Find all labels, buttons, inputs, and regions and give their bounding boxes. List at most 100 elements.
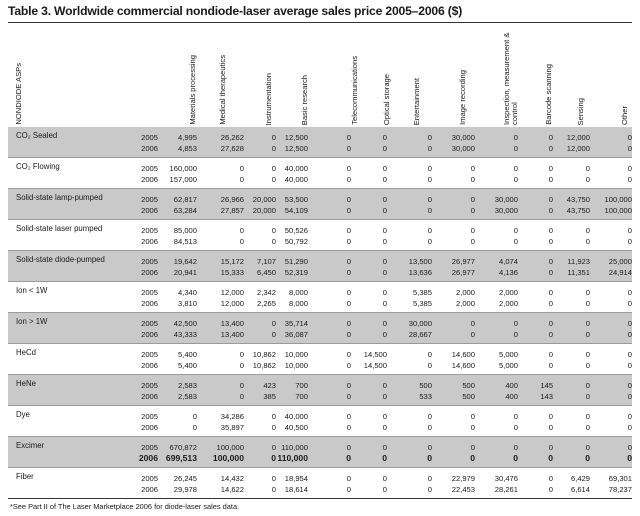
value-cell: 6,450 — [256, 268, 276, 277]
table-row: 2005 62,817 26,966 20,000 53,500 0 0 0 0 30,000 0 4… — [8, 194, 632, 205]
table-row-group: Dye 2005 0 34,286 0 40,000 0 0 0 0 0 0 0 0 2006 0 35,897… — [8, 406, 632, 437]
year-cell: 2005 — [141, 381, 158, 390]
value-cell: 0 — [548, 453, 553, 463]
table-row-group: Fiber 2005 26,245 14,432 0 18,954 0 0 0 22,979 30,… — [8, 468, 632, 499]
value-cell: 100,000 — [604, 206, 632, 215]
value-cell: 11,351 — [567, 268, 590, 277]
value-cell: 0 — [470, 237, 475, 246]
value-cell: 0 — [470, 423, 475, 432]
value-cell: 0 — [382, 237, 387, 246]
value-cell: 13,636 — [408, 268, 432, 277]
value-cell: 0 — [346, 474, 351, 483]
value-cell: 0 — [271, 423, 276, 432]
table-row-group: Ion > 1W 2005 42,500 13,400 0 35,714 0 0 30,000 0… — [8, 313, 632, 344]
year-cell: 2006 — [141, 237, 158, 246]
value-cell: 0 — [470, 330, 475, 339]
value-cell: 0 — [382, 206, 387, 215]
value-cell: 0 — [239, 350, 244, 359]
value-cell: 0 — [548, 474, 553, 483]
value-cell: 14,432 — [220, 474, 244, 483]
value-cell: 0 — [382, 226, 387, 235]
value-cell: 0 — [239, 381, 244, 390]
column-header-label: Medical therapeutics — [218, 55, 227, 125]
value-cell: 0 — [548, 361, 553, 370]
value-cell: 5,000 — [498, 350, 518, 359]
table-row: 2006 0 35,897 0 40,500 0 0 0 0 0 0 0 0 — [8, 422, 632, 433]
value-cell: 0 — [585, 237, 590, 246]
column-header: Basic research — [298, 29, 312, 125]
value-cell: 0 — [585, 350, 590, 359]
value-cell: 0 — [427, 195, 432, 204]
value-cell: 0 — [627, 330, 632, 339]
value-cell: 143 — [540, 392, 553, 401]
row-label: Ion > 1W — [16, 317, 48, 326]
column-header-label: Barcode scanning — [544, 64, 553, 125]
value-cell: 0 — [548, 485, 553, 494]
year-cell: 2006 — [141, 144, 158, 153]
value-cell: 0 — [585, 175, 590, 184]
value-cell: 0 — [271, 474, 276, 483]
value-cell: 0 — [427, 423, 432, 432]
value-cell: 10,000 — [284, 361, 308, 370]
year-cell: 2006 — [141, 175, 158, 184]
value-cell: 26,977 — [451, 268, 475, 277]
value-cell: 0 — [470, 443, 475, 452]
value-cell: 0 — [382, 381, 387, 390]
value-cell: 0 — [382, 175, 387, 184]
value-cell: 15,333 — [220, 268, 244, 277]
table-title: Table 3. Worldwide commercial nondiode-l… — [8, 4, 463, 18]
value-cell: 0 — [239, 226, 244, 235]
value-cell: 0 — [627, 361, 632, 370]
value-cell: 0 — [627, 423, 632, 432]
value-cell: 0 — [513, 319, 518, 328]
column-header: Entertainment — [410, 29, 424, 125]
value-cell: 0 — [627, 288, 632, 297]
value-cell: 51,290 — [284, 257, 308, 266]
column-header-label: Optical storage — [382, 73, 391, 125]
value-cell: 0 — [548, 299, 553, 308]
table-row: 2005 670,872 100,000 0 110,000 0 0 0 0 0 0 0 0 — [8, 442, 632, 453]
year-cell: 2006 — [141, 423, 158, 432]
year-cell: 2006 — [141, 330, 158, 339]
value-cell: 0 — [271, 443, 276, 452]
value-cell: 40,000 — [284, 412, 308, 421]
value-cell: 0 — [427, 453, 432, 463]
value-cell: 20,000 — [252, 195, 276, 204]
value-cell: 0 — [513, 423, 518, 432]
table-row-group: CO₂ Flowing 2005 160,000 0 0 40,000 0 0 0 0 0 0 0 0 20… — [8, 158, 632, 189]
value-cell: 0 — [470, 175, 475, 184]
value-cell: 0 — [548, 268, 553, 277]
value-cell: 30,000 — [494, 195, 518, 204]
value-cell: 27,857 — [220, 206, 244, 215]
column-header: Sensing — [574, 29, 588, 125]
value-cell: 30,000 — [408, 319, 432, 328]
column-header-label: Inspection, measurement & control — [502, 32, 519, 125]
value-cell: 0 — [346, 195, 351, 204]
table-row: 2006 157,000 0 0 40,000 0 0 0 0 0 0 0 0 — [8, 174, 632, 185]
value-cell: 14,500 — [363, 350, 387, 359]
table-row: 2006 3,810 12,000 2,265 8,000 0 0 5,385 2,000 2,0… — [8, 298, 632, 309]
value-cell: 6,429 — [570, 474, 590, 483]
value-cell: 0 — [427, 226, 432, 235]
row-label: Solid-state laser pumped — [16, 224, 103, 233]
column-header: Image recording — [456, 29, 470, 125]
column-header-label: Image recording — [458, 70, 467, 125]
value-cell: 0 — [382, 412, 387, 421]
value-cell: 700 — [295, 381, 308, 390]
table-row-group: CO₂ Sealed 2005 4,995 26,262 0 12,500 0 0 0 30,00… — [8, 127, 632, 158]
value-cell: 0 — [271, 144, 276, 153]
value-cell: 0 — [346, 299, 351, 308]
value-cell: 0 — [548, 423, 553, 432]
value-cell: 0 — [427, 485, 432, 494]
value-cell: 0 — [382, 443, 387, 452]
value-cell: 85,000 — [173, 226, 197, 235]
column-header: Inspection, measurement & control — [502, 29, 519, 125]
value-cell: 54,109 — [284, 206, 308, 215]
value-cell: 0 — [585, 288, 590, 297]
value-cell: 36,087 — [284, 330, 308, 339]
value-cell: 2,000 — [498, 299, 518, 308]
value-cell: 0 — [548, 443, 553, 452]
value-cell: 400 — [505, 392, 518, 401]
value-cell: 12,500 — [284, 144, 308, 153]
year-cell: 2006 — [141, 206, 158, 215]
